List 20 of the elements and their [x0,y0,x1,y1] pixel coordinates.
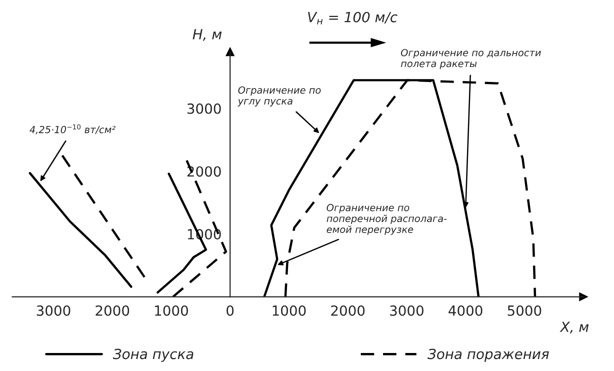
x-tick-label: 3000 [390,305,424,316]
annotation: 4,25·10$^{−10}$ вт/см² [30,124,116,134]
x-tick-label: 5000 [508,305,542,316]
x-tick-label: 3000 [36,305,70,316]
text: V$_{н}$ = 100 м/с [308,12,398,24]
legend-label: Зона поражения [428,348,549,362]
y-axis-title: H, м [192,29,222,41]
x-tick-label: 2000 [331,305,365,316]
x-tick-label: 0 [226,305,234,316]
y-tick-label: 2000 [187,166,221,177]
annotation: Ограничение по углу пуска [238,86,321,107]
annotation: Ограничение по дальности полета ракеты [400,48,541,70]
legend-label: Зона пуска [112,348,194,362]
x-tick-label: 4000 [448,305,482,316]
x-tick-label: 2000 [96,305,130,316]
x-axis-title: X, м [560,322,589,334]
annotation: Ограничение по поперечной располага- емой перегрузке [326,204,447,235]
x-tick-label: 1000 [272,305,306,316]
y-tick-label: 3000 [187,103,221,114]
x-tick-label: 1000 [155,305,188,316]
